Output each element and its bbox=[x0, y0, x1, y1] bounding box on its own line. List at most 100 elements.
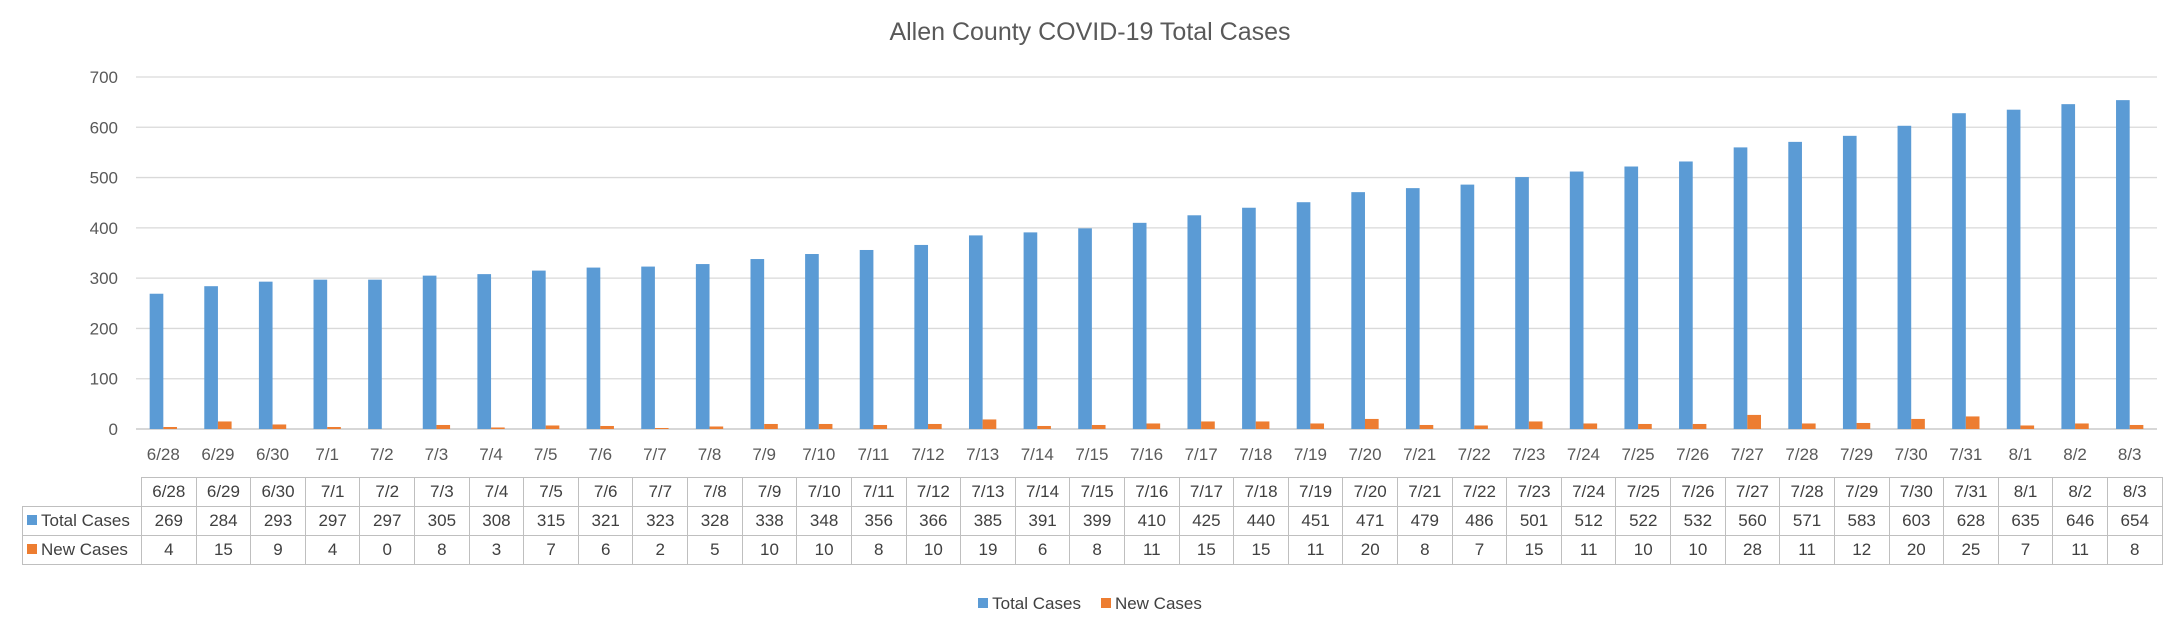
bar-new-cases bbox=[709, 426, 724, 429]
table-cell: 385 bbox=[960, 506, 1016, 536]
bar-total-cases bbox=[1842, 135, 1857, 429]
legend-label: New Cases bbox=[1114, 594, 1202, 613]
x-tick-label: 7/26 bbox=[1676, 445, 1709, 464]
y-tick-label: 700 bbox=[90, 68, 118, 87]
x-tick-label: 6/29 bbox=[201, 445, 234, 464]
x-tick-label: 7/15 bbox=[1075, 445, 1108, 464]
x-tick-label: 7/2 bbox=[370, 445, 394, 464]
bar-total-cases bbox=[1023, 232, 1038, 429]
x-tick-label: 7/17 bbox=[1185, 445, 1218, 464]
table-header-cell: 7/18 bbox=[1233, 477, 1289, 507]
bar-new-cases bbox=[2075, 423, 2089, 429]
y-tick-label: 200 bbox=[90, 319, 118, 338]
bar-total-cases bbox=[258, 281, 273, 429]
bar-total-cases bbox=[859, 249, 874, 429]
table-cell: 0 bbox=[359, 535, 416, 565]
table-cell: 5 bbox=[687, 535, 743, 565]
table-header-cell: 7/5 bbox=[523, 477, 579, 507]
x-tick-label: 7/19 bbox=[1294, 445, 1327, 464]
table-cell: 8 bbox=[1069, 535, 1125, 565]
table-header-cell: 7/1 bbox=[304, 477, 361, 507]
table-header-cell: 7/11 bbox=[850, 477, 907, 507]
table-cell: 338 bbox=[741, 506, 798, 536]
table-cell: 28 bbox=[1724, 535, 1781, 565]
x-tick-label: 7/23 bbox=[1512, 445, 1545, 464]
table-header-cell: 7/21 bbox=[1397, 477, 1453, 507]
bar-new-cases bbox=[1801, 423, 1816, 429]
table-row-header: Total Cases bbox=[22, 506, 142, 536]
table-header-cell: 7/15 bbox=[1069, 477, 1125, 507]
x-tick-label: 7/21 bbox=[1403, 445, 1436, 464]
table-cell: 293 bbox=[250, 506, 306, 536]
table-cell: 11 bbox=[1779, 535, 1835, 565]
table-header-cell: 7/31 bbox=[1943, 477, 1999, 507]
table-cell: 356 bbox=[850, 506, 907, 536]
bar-new-cases bbox=[1583, 423, 1598, 429]
bar-new-cases bbox=[1638, 423, 1652, 429]
bar-total-cases bbox=[914, 244, 929, 429]
bar-new-cases bbox=[1364, 418, 1379, 429]
table-cell: 321 bbox=[577, 506, 634, 536]
table-cell: 11 bbox=[1123, 535, 1180, 565]
x-tick-label: 7/3 bbox=[425, 445, 449, 464]
x-tick-label: 7/28 bbox=[1785, 445, 1818, 464]
table-header-cell: 7/3 bbox=[414, 477, 470, 507]
series-name: Total Cases bbox=[41, 511, 130, 530]
x-tick-label: 7/29 bbox=[1840, 445, 1873, 464]
table-cell: 10 bbox=[796, 535, 852, 565]
bar-new-cases bbox=[1747, 414, 1761, 429]
x-tick-label: 7/14 bbox=[1021, 445, 1054, 464]
legend-label: Total Cases bbox=[992, 594, 1081, 613]
y-tick-label: 400 bbox=[90, 219, 118, 238]
bar-total-cases bbox=[1952, 113, 1966, 430]
x-tick-label: 7/8 bbox=[698, 445, 722, 464]
table-header-cell: 8/3 bbox=[2106, 477, 2163, 507]
x-tick-label: 7/13 bbox=[966, 445, 999, 464]
table-corner bbox=[22, 477, 142, 507]
bar-new-cases bbox=[764, 423, 778, 429]
x-tick-label: 7/24 bbox=[1567, 445, 1600, 464]
table-header-cell: 7/2 bbox=[359, 477, 416, 507]
chart-legend: Total Cases New Cases bbox=[0, 594, 2180, 614]
bar-new-cases bbox=[272, 424, 287, 429]
x-tick-label: 7/27 bbox=[1731, 445, 1764, 464]
table-cell: 501 bbox=[1506, 506, 1562, 536]
bar-total-cases bbox=[1733, 147, 1748, 429]
table-cell: 2 bbox=[632, 535, 689, 565]
table-cell: 15 bbox=[1506, 535, 1562, 565]
x-tick-label: 7/25 bbox=[1622, 445, 1655, 464]
table-cell: 7 bbox=[523, 535, 579, 565]
table-header-cell: 6/30 bbox=[250, 477, 306, 507]
bar-total-cases bbox=[2006, 109, 2021, 429]
table-cell: 15 bbox=[1178, 535, 1235, 565]
x-tick-label: 7/6 bbox=[588, 445, 612, 464]
bar-new-cases bbox=[873, 424, 888, 429]
table-cell: 7 bbox=[1451, 535, 1508, 565]
table-header-cell: 6/28 bbox=[141, 477, 197, 507]
bar-total-cases bbox=[1897, 125, 1912, 429]
bar-total-cases bbox=[1078, 228, 1092, 429]
bar-new-cases bbox=[545, 425, 560, 429]
bar-new-cases bbox=[1146, 423, 1161, 429]
bar-new-cases bbox=[327, 426, 341, 429]
bar-total-cases bbox=[695, 264, 710, 429]
table-cell: 7 bbox=[1997, 535, 2054, 565]
table-header-cell: 7/27 bbox=[1724, 477, 1781, 507]
y-tick-label: 500 bbox=[90, 169, 118, 188]
table-cell: 410 bbox=[1123, 506, 1180, 536]
bar-total-cases bbox=[1405, 188, 1420, 429]
table-cell: 560 bbox=[1724, 506, 1781, 536]
table-header-cell: 7/30 bbox=[1888, 477, 1945, 507]
bar-new-cases bbox=[1255, 421, 1270, 429]
table-cell: 603 bbox=[1888, 506, 1945, 536]
x-tick-label: 7/30 bbox=[1895, 445, 1928, 464]
table-cell: 8 bbox=[2106, 535, 2163, 565]
bar-new-cases bbox=[928, 423, 942, 429]
table-header-cell: 7/10 bbox=[796, 477, 852, 507]
table-cell: 11 bbox=[1560, 535, 1617, 565]
y-tick-label: 300 bbox=[90, 269, 118, 288]
bar-total-cases bbox=[1132, 222, 1147, 429]
table-cell: 6 bbox=[1014, 535, 1071, 565]
table-header-row: 6/28 6/29 6/30 7/1 7/2 7/3 7/4 7/5 7/6 7/7 7/8 7/9 7… bbox=[22, 477, 2163, 507]
table-cell: 366 bbox=[905, 506, 962, 536]
